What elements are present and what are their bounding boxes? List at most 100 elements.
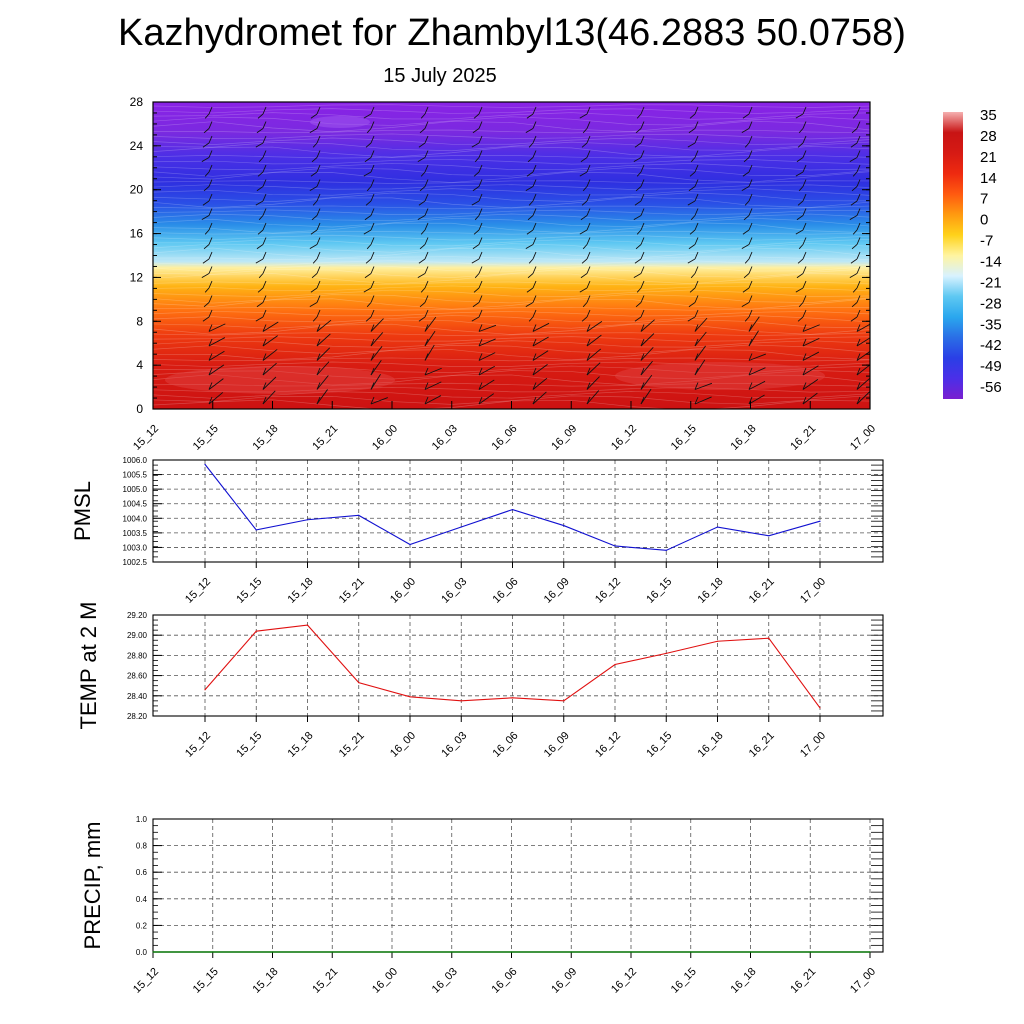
temp-point — [819, 707, 821, 709]
wind-barb — [802, 379, 819, 390]
wind-barb — [202, 258, 210, 264]
wind-barb — [532, 251, 537, 260]
wind-barb — [748, 367, 753, 376]
wind-barb — [316, 389, 328, 405]
wind-barb — [471, 142, 480, 148]
wind-barb — [478, 121, 483, 129]
wind-barb — [532, 391, 547, 405]
wind-barb — [262, 193, 267, 202]
wind-barb — [204, 113, 210, 119]
wind-barb — [532, 135, 537, 144]
wind-barb — [478, 150, 483, 158]
wind-barb — [478, 338, 496, 347]
wind-barb — [424, 316, 437, 332]
contour-line — [153, 256, 870, 260]
colorbar-label: 28 — [980, 128, 997, 145]
wind-barb — [370, 367, 375, 376]
wind-barb — [748, 382, 753, 390]
wind-barb — [748, 135, 753, 144]
wind-barb — [424, 395, 442, 405]
temp-ytick-label: 28.40 — [127, 692, 148, 701]
wind-barb — [851, 128, 858, 134]
wind-barb — [419, 244, 426, 250]
pmsl-ytick-label: 1005.0 — [123, 485, 148, 494]
wind-barb — [525, 244, 534, 250]
wind-barb — [316, 106, 321, 115]
wind-barb — [640, 319, 655, 332]
wind-barb — [370, 309, 375, 318]
wind-barb — [528, 316, 534, 322]
wind-barb — [208, 251, 213, 260]
wind-barb — [689, 113, 696, 119]
wind-barb — [586, 150, 591, 158]
wind-barb — [640, 338, 645, 347]
temp-ytick-label: 28.60 — [127, 672, 148, 681]
wind-barb — [471, 258, 480, 264]
wind-barb — [370, 237, 375, 245]
wind-barb — [208, 337, 226, 347]
wind-barb — [802, 179, 807, 187]
wind-barb — [471, 200, 480, 206]
precip-panel: 0.0 0.2 0.4 0.6 0.8 1.0 15_12 15_15 15_18 15_21 16… — [80, 815, 884, 996]
wind-barb — [478, 396, 483, 405]
temp-point — [306, 624, 309, 626]
wind-barb — [309, 302, 318, 308]
wind-barb — [256, 244, 264, 250]
wind-barb — [532, 353, 537, 361]
wind-barb — [802, 266, 807, 274]
wind-barb — [582, 244, 588, 250]
wind-barb — [586, 135, 591, 144]
wind-barb — [478, 353, 483, 361]
wind-barb — [532, 222, 537, 231]
wind-barb — [257, 287, 264, 293]
wind-barb — [640, 295, 645, 303]
heatmap-xtick-label: 16_18 — [729, 423, 759, 453]
wind-barb — [262, 266, 267, 274]
wind-barb — [633, 273, 642, 279]
wind-barb — [478, 222, 483, 231]
wind-barb — [694, 208, 699, 216]
wind-barb — [203, 244, 210, 250]
wind-barb — [262, 349, 278, 361]
wind-barb — [201, 157, 210, 163]
wind-barb — [856, 364, 870, 376]
heatmap-xtick-label: 15_15 — [191, 423, 221, 453]
contour-line — [153, 314, 870, 323]
wind-barb — [640, 237, 645, 245]
colorbar-gradient — [943, 112, 963, 399]
wind-barb — [478, 324, 483, 332]
wind-barb — [748, 394, 765, 405]
wind-barb — [748, 353, 753, 361]
wind-barb — [687, 258, 696, 264]
wind-barb — [370, 396, 375, 405]
wind-barb — [424, 237, 429, 245]
heatmap-ytick-label: 8 — [136, 314, 143, 328]
wind-barb — [802, 150, 807, 158]
heatmap-xtick-label: 16_15 — [669, 423, 699, 453]
wind-barb — [316, 361, 330, 376]
pmsl-xtick-label: 16_12 — [593, 576, 623, 606]
wind-barb — [581, 316, 588, 322]
wind-barb — [478, 237, 483, 245]
wind-barb — [748, 316, 760, 332]
wind-barb — [849, 215, 858, 221]
contour-line — [153, 129, 870, 134]
wind-barb — [527, 215, 534, 221]
wind-barb — [586, 390, 600, 405]
wind-barb — [743, 215, 750, 221]
temp-xtick-label: 16_12 — [593, 730, 623, 760]
wind-barb — [586, 367, 591, 376]
temp-xtick-label: 15_18 — [286, 730, 316, 760]
wind-barb — [640, 280, 645, 289]
wind-barb — [742, 171, 750, 177]
wind-barb — [208, 222, 213, 231]
wind-barb — [795, 171, 804, 177]
wind-barb — [688, 244, 696, 250]
wind-barb — [526, 287, 534, 293]
wind-barb — [688, 302, 696, 308]
wind-barb — [312, 258, 318, 264]
contour-line — [153, 222, 870, 234]
wind-barb — [640, 353, 645, 361]
contour-line — [153, 145, 870, 158]
wind-barb — [366, 186, 372, 192]
